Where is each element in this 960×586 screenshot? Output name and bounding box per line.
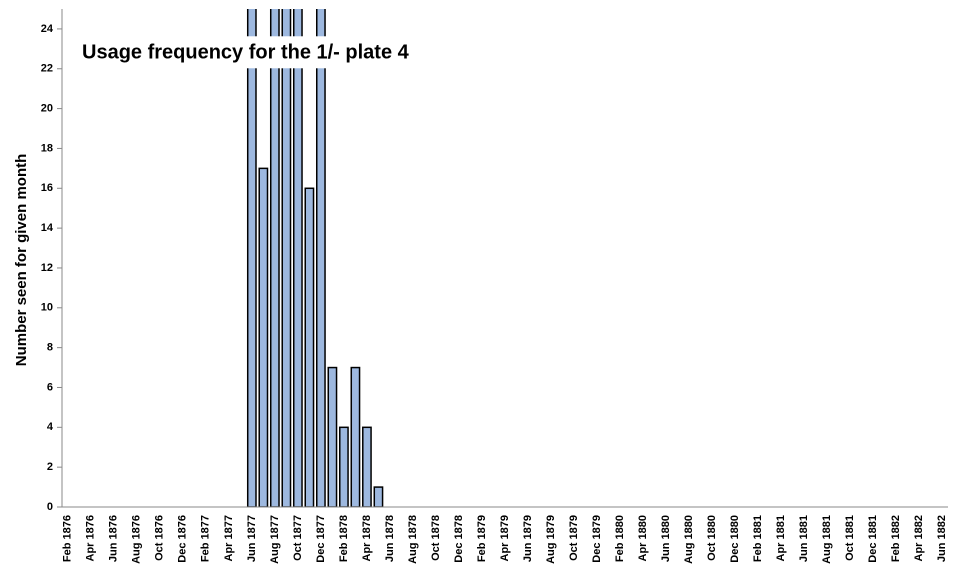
- y-tick-label: 14: [41, 222, 54, 234]
- chart-title: Usage frequency for the 1/- plate 4: [82, 41, 410, 63]
- y-tick-label: 6: [47, 381, 53, 393]
- x-tick-label: Jun 1881: [798, 515, 810, 562]
- x-tick-label: Oct 1881: [844, 515, 856, 561]
- x-tick-label: Oct 1879: [568, 515, 580, 561]
- x-tick-label: Jun 1879: [522, 515, 534, 562]
- bar: [316, 9, 326, 507]
- x-tick-label: Apr 1877: [223, 515, 235, 561]
- x-tick-label: Oct 1877: [292, 515, 304, 561]
- x-tick-label: Apr 1881: [775, 515, 787, 561]
- x-tick-label: Oct 1880: [706, 515, 718, 561]
- y-tick-label: 20: [41, 103, 53, 115]
- x-tick-label: Apr 1876: [85, 515, 97, 561]
- bar: [304, 187, 315, 507]
- x-tick-label: Oct 1878: [430, 515, 442, 561]
- x-tick-label: Aug 1877: [269, 515, 281, 564]
- x-tick-label: Feb 1881: [752, 515, 764, 562]
- x-tick-label: Feb 1879: [476, 515, 488, 562]
- y-tick-label: 18: [41, 142, 53, 154]
- y-axis-label: Number seen for given month: [13, 154, 30, 367]
- x-tick-label: Feb 1880: [614, 515, 626, 562]
- x-tick-label: Apr 1879: [499, 515, 511, 561]
- title-background: [76, 36, 416, 69]
- x-tick-label: Aug 1881: [821, 515, 833, 564]
- y-tick-label: 4: [47, 421, 54, 433]
- x-tick-label: Jun 1876: [108, 515, 120, 562]
- x-tick-label: Feb 1876: [62, 515, 74, 562]
- x-tick-label: Aug 1876: [131, 515, 143, 564]
- bar: [258, 167, 269, 507]
- x-tick-label: Dec 1880: [729, 515, 741, 563]
- bar: [362, 426, 372, 507]
- y-tick-label: 24: [41, 23, 54, 35]
- x-tick-label: Oct 1876: [154, 515, 166, 561]
- x-tick-label: Feb 1877: [200, 515, 212, 562]
- y-tick-label: 0: [47, 501, 53, 513]
- y-tick-label: 2: [47, 461, 53, 473]
- bar: [281, 9, 292, 507]
- x-tick-label: Dec 1877: [315, 515, 327, 563]
- bar: [246, 9, 257, 507]
- x-tick-label: Feb 1878: [338, 515, 350, 562]
- y-tick-label: 16: [41, 182, 53, 194]
- bar: [339, 426, 349, 507]
- y-tick-label: 10: [41, 302, 53, 314]
- y-tick-label: 12: [41, 262, 53, 274]
- x-tick-label: Dec 1881: [867, 515, 879, 563]
- y-tick-label: 8: [47, 342, 53, 354]
- x-tick-label: Aug 1879: [545, 515, 557, 564]
- x-tick-label: Dec 1876: [177, 515, 189, 563]
- plot-area: [246, 9, 384, 507]
- bar: [292, 9, 303, 507]
- x-tick-label: Jun 1877: [246, 515, 258, 562]
- x-tick-label: Dec 1878: [453, 515, 465, 563]
- x-tick-label: Apr 1882: [913, 515, 925, 561]
- x-tick-label: Aug 1880: [683, 515, 695, 564]
- bar: [373, 486, 384, 507]
- y-tick-label: 22: [41, 63, 53, 75]
- x-tick-label: Jun 1878: [384, 515, 396, 562]
- x-tick-label: Dec 1879: [591, 515, 603, 563]
- bar: [350, 366, 361, 507]
- x-tick-label: Jun 1882: [936, 515, 948, 562]
- x-tick-label: Feb 1882: [890, 515, 902, 562]
- x-tick-label: Apr 1880: [637, 515, 649, 561]
- x-tick-label: Aug 1878: [407, 515, 419, 564]
- x-tick-label: Apr 1878: [361, 515, 373, 561]
- bar: [269, 9, 280, 507]
- bar: [327, 366, 338, 507]
- x-tick-label: Jun 1880: [660, 515, 672, 562]
